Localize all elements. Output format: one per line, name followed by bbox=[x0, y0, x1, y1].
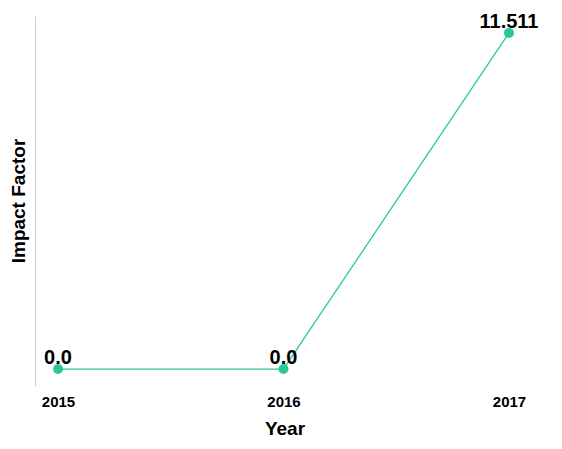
x-tick: 2017 bbox=[493, 393, 526, 410]
x-tick-label: 2016 bbox=[267, 393, 300, 410]
data-label: 11.511 bbox=[480, 10, 539, 32]
x-tick-label: 2015 bbox=[42, 393, 75, 410]
x-tick-label: 2017 bbox=[493, 393, 526, 410]
y-axis bbox=[35, 17, 36, 387]
x-axis: 2015 2016 2017 bbox=[42, 393, 526, 410]
data-label: 0.0 bbox=[44, 346, 72, 368]
plot-area bbox=[53, 28, 514, 374]
data-labels: 0.0 0.0 11.511 bbox=[44, 10, 538, 368]
x-axis-title: Year bbox=[265, 418, 306, 439]
x-tick: 2015 bbox=[42, 393, 75, 410]
y-axis-title: Impact Factor bbox=[8, 138, 29, 263]
line bbox=[58, 33, 509, 369]
x-tick: 2016 bbox=[267, 393, 300, 410]
data-label: 0.0 bbox=[270, 346, 298, 368]
y-axis-line bbox=[35, 17, 36, 387]
chart: 2015 2016 2017 Year Impact Factor 0.0 0.0 11.51… bbox=[0, 0, 562, 449]
